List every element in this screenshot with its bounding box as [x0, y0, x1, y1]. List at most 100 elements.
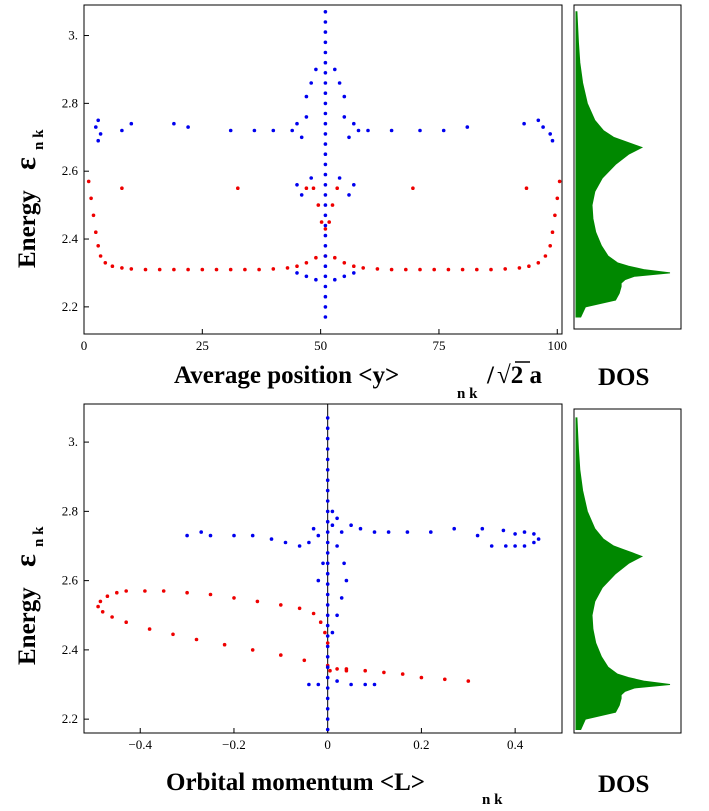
bottom-red-point	[363, 668, 368, 673]
bottom-x-subscript: n k	[482, 792, 503, 808]
top-red-point	[342, 261, 347, 265]
bottom-blue-point	[325, 478, 330, 483]
bottom-blue-point	[316, 682, 321, 687]
bottom-blue-point	[316, 578, 321, 583]
top-blue-point	[333, 67, 337, 72]
top-blue-point	[352, 121, 356, 126]
top-red-point	[446, 267, 451, 272]
bottom-blue-point	[325, 727, 330, 732]
bottom-red-point	[297, 606, 302, 611]
bottom-y-tick-label: 2.4	[62, 642, 79, 657]
top-blue-point	[304, 274, 309, 279]
bottom-red-point	[222, 642, 227, 647]
bottom-blue-point	[325, 416, 330, 420]
bottom-red-point	[110, 615, 114, 619]
top-plot-frame	[83, 4, 563, 335]
bottom-energy-momentum-plot: −0.4 −0.2 0 0.2 0.4 2.2 2.4 2.6 2.8 3.	[62, 403, 563, 752]
top-blue-point	[342, 94, 347, 99]
top-red-point	[543, 254, 548, 258]
top-blue-point	[96, 118, 100, 123]
top-red-point	[143, 267, 148, 272]
bottom-blue-point	[325, 519, 330, 524]
top-red-point	[489, 267, 493, 272]
top-red-point	[418, 267, 422, 272]
top-red-point	[311, 186, 316, 190]
top-blue-point	[323, 162, 328, 167]
top-blue-point	[323, 264, 328, 269]
top-red-point	[517, 266, 522, 270]
top-red-point	[228, 267, 233, 272]
top-blue-point	[522, 121, 526, 126]
bottom-blue-point	[335, 544, 339, 548]
bottom-blue-point	[325, 696, 330, 701]
bottom-red-point	[400, 672, 405, 676]
bottom-blue-point	[325, 499, 330, 503]
bottom-y-axis-label: Energy ε n k	[9, 526, 47, 665]
bottom-blue-point	[330, 630, 335, 635]
bottom-blue-point	[325, 655, 330, 659]
bottom-blue-point	[325, 468, 330, 472]
bottom-y-subscript: n k	[31, 526, 47, 547]
top-red-point	[475, 267, 479, 272]
bottom-blue-point	[429, 530, 433, 534]
top-y-tick-label: 2.4	[62, 231, 79, 246]
top-red-point	[120, 186, 124, 190]
top-red-point	[186, 267, 190, 272]
bottom-blue-point	[325, 707, 330, 711]
top-blue-point	[389, 128, 394, 133]
top-blue-point	[172, 121, 176, 126]
bottom-red-point	[147, 627, 152, 631]
bottom-blue-point	[325, 447, 330, 451]
top-red-point	[553, 213, 557, 218]
top-x-subscript: n k	[457, 386, 478, 402]
top-blue-point	[94, 125, 98, 129]
bottom-red-point	[208, 592, 213, 597]
top-red-point	[172, 267, 176, 272]
bottom-red-point	[443, 677, 447, 682]
top-x-tick-label: 100	[548, 338, 568, 353]
top-blue-point	[418, 128, 422, 133]
top-red-point	[536, 261, 541, 265]
bottom-dos-area	[575, 417, 671, 730]
bottom-red-point	[185, 590, 189, 595]
top-red-point	[200, 267, 205, 272]
top-blue-point	[304, 115, 309, 119]
top-blue-point	[352, 183, 356, 187]
bottom-dos-panel	[573, 408, 682, 734]
bottom-blue-point	[330, 509, 335, 514]
top-blue-point	[536, 118, 541, 123]
bottom-blue-point	[532, 540, 536, 545]
bottom-blue-point	[335, 516, 339, 521]
top-red-point	[110, 264, 115, 269]
top-blue-point	[323, 233, 328, 238]
top-blue-point	[337, 176, 342, 180]
bottom-blue-point	[349, 682, 353, 687]
top-red-point	[285, 266, 290, 270]
bottom-red-point	[279, 603, 283, 607]
bottom-blue-point	[522, 544, 527, 548]
top-blue-point	[323, 223, 328, 228]
top-blue-point	[323, 121, 328, 126]
top-blue-point	[120, 128, 124, 133]
bottom-blue-point	[513, 544, 517, 548]
top-red-point	[103, 261, 108, 265]
bottom-red-point	[96, 604, 100, 609]
top-blue-point	[323, 101, 328, 106]
top-x-label-text: Average position <y>	[174, 362, 399, 389]
top-blue-point	[323, 30, 328, 34]
bottom-red-point	[194, 637, 199, 642]
top-blue-point	[323, 244, 328, 248]
bottom-blue-point	[475, 533, 480, 538]
top-blue-point	[186, 125, 190, 129]
top-blue-point	[98, 132, 103, 136]
top-blue-point	[352, 271, 356, 275]
bottom-blue-point	[325, 686, 330, 690]
top-red-point	[319, 220, 324, 224]
top-x-axis-label: Average position <y> n k / √2 a	[174, 361, 542, 402]
bottom-red-point	[318, 620, 323, 624]
bottom-blue-point	[405, 530, 410, 534]
top-red-point	[333, 255, 337, 260]
bottom-red-point	[98, 599, 103, 604]
bottom-blue-point	[339, 596, 344, 600]
